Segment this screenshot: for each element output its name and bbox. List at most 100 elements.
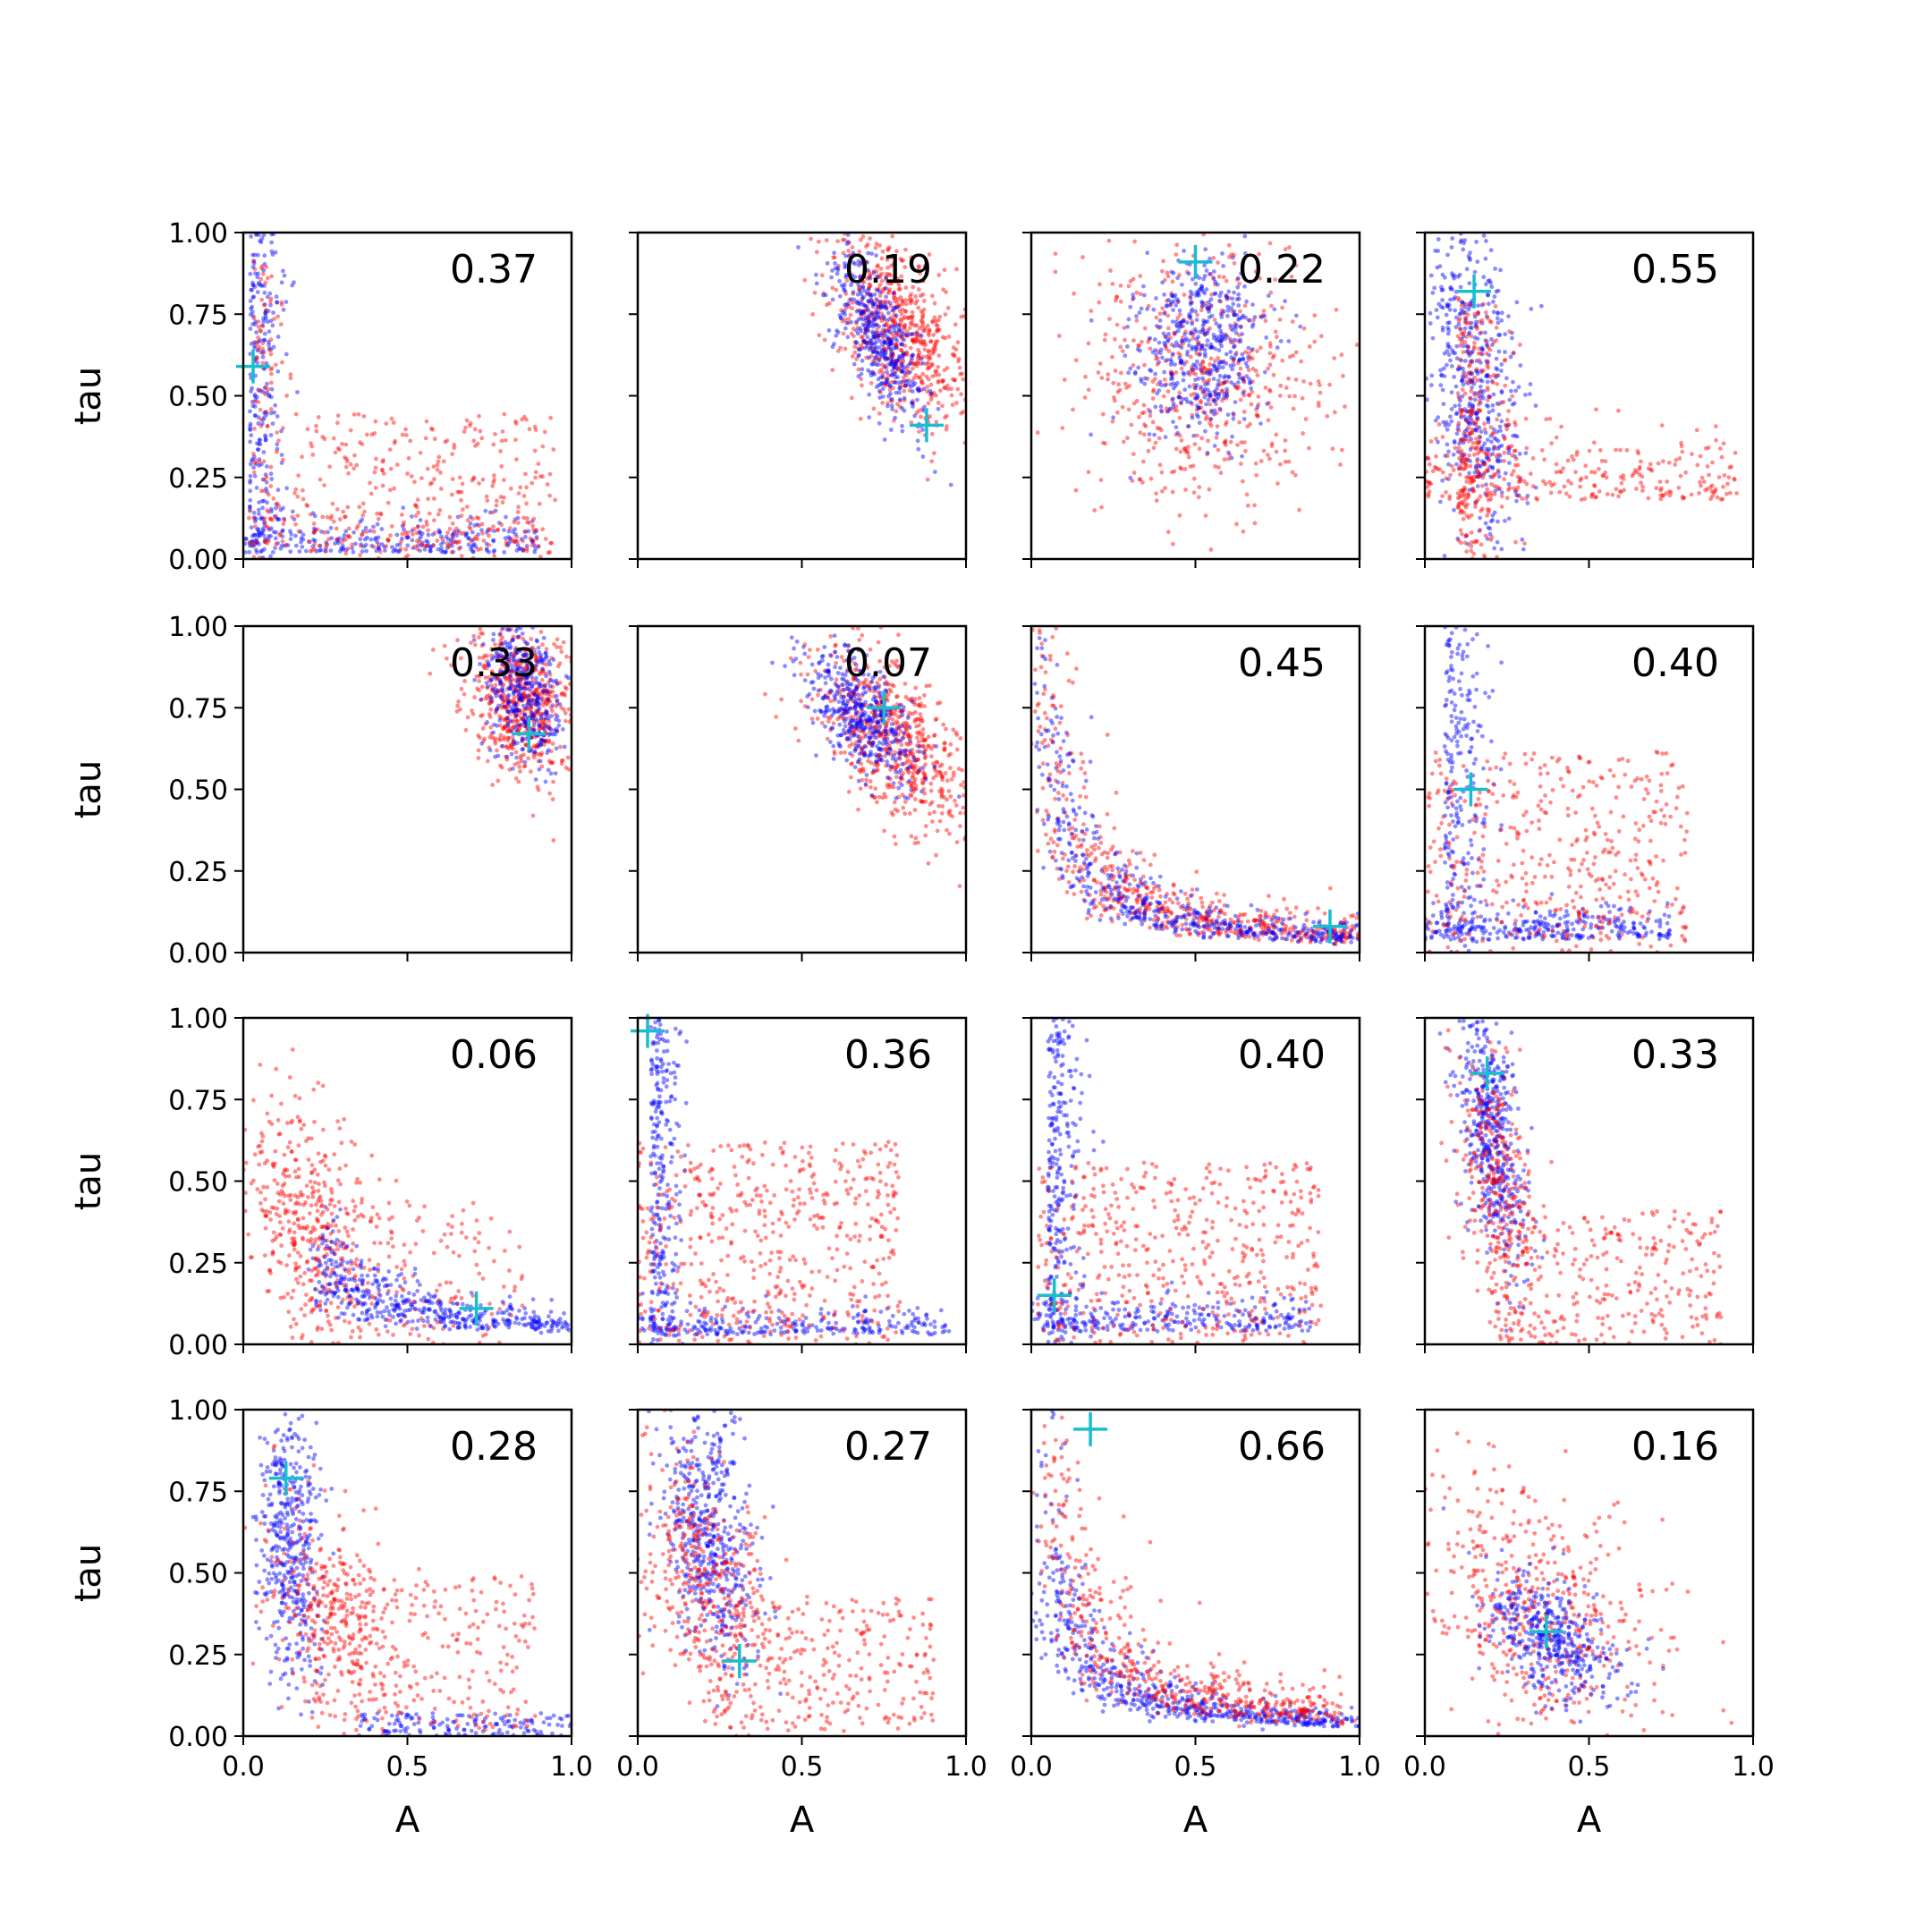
blue-point: [1154, 324, 1159, 328]
red-point: [1333, 410, 1337, 415]
red-point: [1235, 443, 1240, 447]
red-point: [508, 683, 513, 688]
blue-point: [1493, 375, 1498, 379]
blue-point: [1169, 371, 1174, 377]
red-point: [482, 736, 487, 741]
red-point: [269, 274, 274, 279]
red-point: [555, 637, 560, 642]
red-point: [413, 503, 418, 507]
red-point: [1714, 437, 1718, 443]
blue-point: [369, 543, 375, 548]
blue-point: [1474, 319, 1479, 325]
red-point: [1478, 528, 1483, 532]
blue-point: [534, 529, 538, 534]
blue-point: [1176, 394, 1182, 399]
blue-point: [1203, 428, 1208, 434]
red-point: [886, 289, 892, 294]
blue-point: [1247, 377, 1251, 382]
red-point: [372, 470, 377, 475]
red-point: [924, 354, 929, 359]
blue-point: [416, 524, 420, 529]
red-point: [1476, 394, 1481, 399]
blue-point: [883, 301, 888, 307]
blue-point: [856, 317, 861, 322]
blue-point: [318, 547, 324, 553]
red-point: [1170, 279, 1175, 284]
blue-point: [259, 421, 265, 427]
blue-point: [1462, 359, 1468, 363]
blue-point: [1214, 369, 1219, 374]
red-point: [1516, 479, 1521, 485]
red-point: [933, 372, 938, 377]
red-point: [927, 333, 931, 338]
red-point: [1476, 451, 1480, 456]
blue-point: [875, 311, 880, 317]
blue-point: [883, 333, 888, 338]
blue-point: [1496, 288, 1501, 293]
red-point: [1679, 444, 1684, 449]
red-point: [495, 748, 499, 753]
blue-point: [362, 537, 368, 542]
red-point: [503, 705, 507, 710]
blue-point: [858, 309, 863, 314]
red-point: [252, 267, 258, 272]
red-point: [1472, 311, 1478, 317]
red-point: [541, 739, 547, 744]
blue-point: [521, 703, 526, 708]
red-point: [1158, 408, 1164, 413]
blue-point: [1278, 339, 1284, 343]
blue-point: [1499, 490, 1504, 495]
red-point: [843, 305, 849, 310]
red-point: [954, 401, 959, 405]
blue-point: [1479, 393, 1485, 397]
blue-point: [293, 543, 299, 548]
blue-point: [274, 505, 278, 511]
blue-point: [1148, 335, 1152, 341]
red-point: [921, 307, 927, 312]
red-point: [265, 423, 270, 428]
blue-point: [263, 410, 268, 415]
red-point: [515, 713, 521, 717]
red-point: [1470, 440, 1476, 445]
red-point: [952, 353, 957, 359]
red-point: [1208, 394, 1213, 400]
red-point: [878, 301, 883, 305]
blue-point: [547, 733, 552, 738]
red-point: [480, 631, 486, 636]
red-point: [933, 369, 938, 374]
blue-point: [1233, 352, 1238, 357]
red-point: [1222, 359, 1226, 364]
red-point: [334, 526, 339, 531]
red-point: [928, 339, 933, 344]
red-point: [548, 705, 554, 710]
red-point: [402, 530, 408, 535]
red-point: [1494, 373, 1499, 378]
blue-point: [525, 702, 530, 707]
red-point: [1426, 494, 1431, 499]
red-point: [526, 682, 531, 687]
red-point: [1191, 336, 1196, 341]
red-point: [859, 309, 864, 314]
red-point: [1604, 475, 1609, 480]
red-point: [900, 361, 905, 367]
red-point: [1603, 459, 1608, 464]
blue-point: [428, 546, 433, 551]
red-point: [450, 539, 455, 545]
red-point: [928, 364, 933, 369]
red-point: [1199, 436, 1204, 441]
blue-point: [859, 311, 863, 317]
blue-point: [1157, 318, 1163, 323]
blue-point: [270, 252, 275, 257]
blue-point: [1157, 360, 1161, 365]
red-point: [911, 339, 916, 343]
red-point: [1478, 408, 1483, 413]
red-point: [1241, 393, 1247, 398]
blue-point: [1151, 307, 1157, 312]
red-point: [1512, 448, 1517, 453]
blue-point: [860, 317, 865, 322]
red-point: [430, 648, 436, 652]
blue-point: [360, 549, 365, 554]
blue-point: [1194, 366, 1199, 371]
red-point: [1515, 485, 1521, 490]
blue-point: [448, 540, 453, 546]
